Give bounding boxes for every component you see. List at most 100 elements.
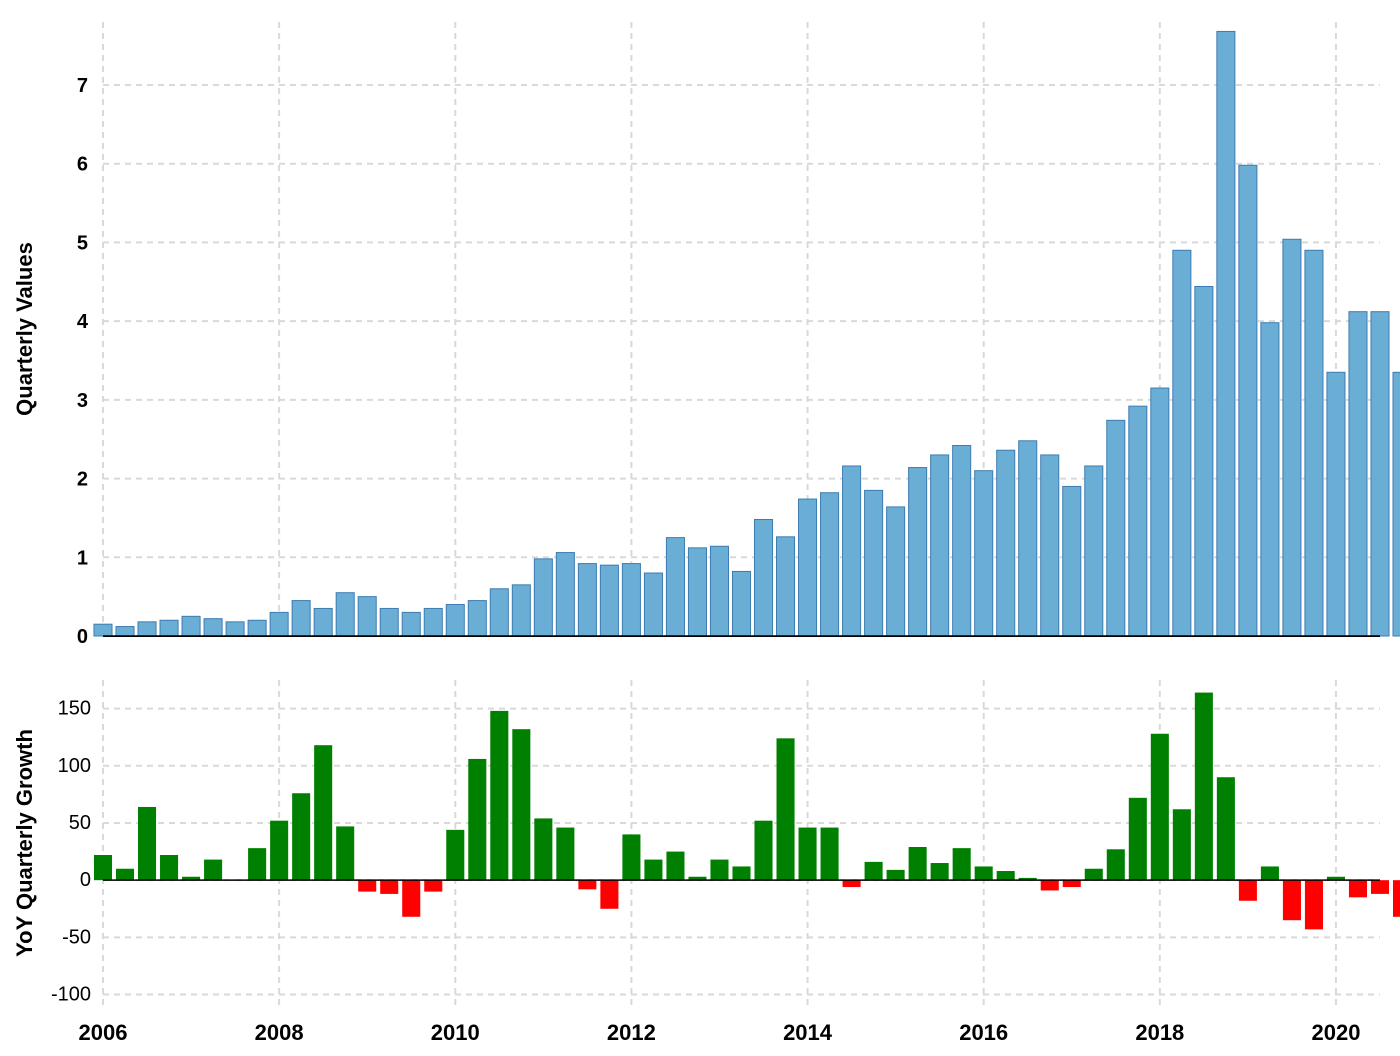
growth-bar-positive <box>204 860 222 881</box>
quarterly-values-chart: 01234567Quarterly Values <box>12 22 1400 648</box>
growth-bar-negative <box>402 880 420 917</box>
quarterly-value-bar <box>248 620 266 636</box>
y-tick-label: 50 <box>69 812 91 834</box>
growth-bar-positive <box>1217 777 1235 880</box>
y-axis-label-top: Quarterly Values <box>12 242 37 416</box>
growth-bar-positive <box>270 821 288 880</box>
growth-bar-positive <box>446 830 464 880</box>
quarterly-value-bar <box>292 601 310 636</box>
quarterly-value-bar <box>1327 372 1345 636</box>
growth-bar-negative <box>1239 880 1257 901</box>
x-axis: 20062008201020122014201620182020 <box>79 1020 1361 1045</box>
quarterly-value-bar <box>204 619 222 636</box>
quarterly-value-bar <box>1129 406 1147 636</box>
growth-bar-positive <box>821 828 839 881</box>
quarterly-value-bar <box>688 548 706 636</box>
growth-bar-positive <box>138 807 156 880</box>
quarterly-value-bar <box>909 468 927 636</box>
growth-bar-positive <box>931 863 949 880</box>
quarterly-value-bar <box>380 608 398 636</box>
growth-bar-negative <box>380 880 398 894</box>
growth-bar-positive <box>94 855 112 880</box>
quarterly-value-bar <box>424 608 442 636</box>
growth-bar-positive <box>887 870 905 880</box>
x-tick-label: 2014 <box>783 1020 833 1045</box>
quarterly-value-bar <box>931 455 949 636</box>
quarterly-value-bar <box>94 624 112 636</box>
quarterly-value-bar <box>556 553 574 636</box>
quarterly-value-bar <box>336 593 354 636</box>
x-tick-label: 2008 <box>255 1020 304 1045</box>
x-tick-label: 2016 <box>959 1020 1008 1045</box>
quarterly-value-bar <box>644 573 662 636</box>
quarterly-value-bar <box>1239 165 1257 636</box>
growth-bar-positive <box>1173 809 1191 880</box>
growth-bar-positive <box>1261 866 1279 880</box>
quarterly-value-bar <box>512 585 530 636</box>
quarterly-value-bar <box>1107 420 1125 636</box>
growth-bar-positive <box>1129 798 1147 880</box>
growth-bar-positive <box>1107 849 1125 880</box>
y-tick-label: 2 <box>77 469 88 491</box>
growth-bar-negative <box>1305 880 1323 929</box>
growth-bar-positive <box>754 821 772 880</box>
quarterly-value-bar <box>799 499 817 636</box>
growth-bar-positive <box>490 711 508 880</box>
growth-bar-positive <box>865 862 883 880</box>
quarterly-value-bar <box>1085 466 1103 636</box>
quarterly-value-bar <box>402 612 420 636</box>
quarterly-value-bar <box>358 597 376 636</box>
y-tick-label: 3 <box>77 390 88 412</box>
chart-container: 01234567Quarterly Values-100-50050100150… <box>0 0 1400 1056</box>
quarterly-value-bar <box>468 601 486 636</box>
quarterly-value-bar <box>710 546 728 636</box>
quarterly-value-bar <box>490 589 508 636</box>
growth-bar-positive <box>710 860 728 881</box>
growth-bar-positive <box>314 745 332 880</box>
x-tick-label: 2006 <box>79 1020 128 1045</box>
quarterly-value-bar <box>116 627 134 636</box>
growth-bar-positive <box>732 866 750 880</box>
yoy-growth-chart: -100-50050100150YoY Quarterly Growth <box>12 680 1400 1006</box>
y-axis-label-bottom: YoY Quarterly Growth <box>12 729 37 957</box>
growth-bar-negative <box>600 880 618 909</box>
growth-bar-positive <box>975 866 993 880</box>
growth-bar-negative <box>358 880 376 891</box>
x-tick-label: 2020 <box>1311 1020 1360 1045</box>
growth-bar-positive <box>468 759 486 880</box>
growth-bar-negative <box>1371 880 1389 894</box>
growth-bar-positive <box>248 848 266 880</box>
y-tick-label: 0 <box>80 869 91 891</box>
growth-bar-positive <box>512 729 530 880</box>
growth-bar-positive <box>644 860 662 881</box>
quarterly-value-bar <box>600 565 618 636</box>
growth-bar-negative <box>1349 880 1367 897</box>
quarterly-value-bar <box>843 466 861 636</box>
quarterly-value-bar <box>1173 250 1191 636</box>
quarterly-value-bar <box>1019 441 1037 636</box>
growth-bar-negative <box>1041 880 1059 890</box>
growth-bar-positive <box>909 847 927 880</box>
quarterly-value-bar <box>622 564 640 636</box>
quarterly-value-bar <box>777 537 795 636</box>
growth-bar-positive <box>1151 734 1169 880</box>
y-tick-label: 5 <box>77 232 88 254</box>
quarterly-value-bar <box>534 559 552 636</box>
quarterly-value-bar <box>160 620 178 636</box>
quarterly-value-bar <box>1393 372 1400 636</box>
growth-bar-negative <box>1283 880 1301 920</box>
growth-bar-positive <box>777 738 795 880</box>
growth-bar-positive <box>160 855 178 880</box>
chart-svg: 01234567Quarterly Values-100-50050100150… <box>0 0 1400 1056</box>
quarterly-value-bar <box>887 507 905 636</box>
quarterly-value-bar <box>1217 31 1235 636</box>
y-tick-label: -50 <box>62 926 91 948</box>
quarterly-value-bar <box>754 519 772 636</box>
quarterly-value-bar <box>1261 323 1279 636</box>
growth-bar-negative <box>424 880 442 891</box>
y-tick-label: 7 <box>77 75 88 97</box>
quarterly-value-bar <box>314 608 332 636</box>
growth-bar-positive <box>997 871 1015 880</box>
growth-bar-positive <box>1195 693 1213 881</box>
quarterly-value-bar <box>997 450 1015 636</box>
